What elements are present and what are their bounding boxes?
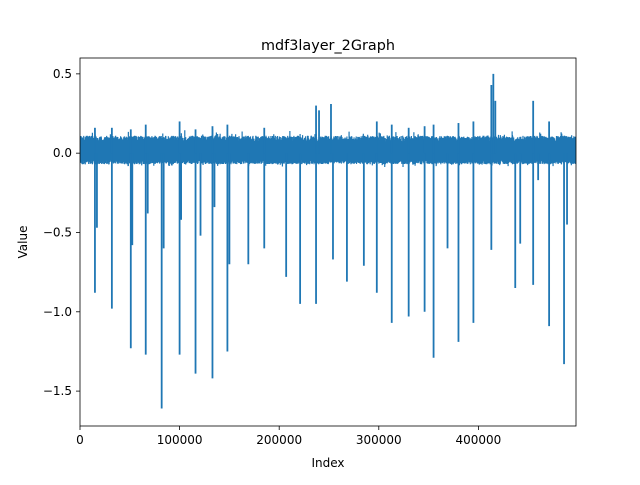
y-tick-label: −1.0	[43, 305, 72, 319]
noise-band	[80, 129, 576, 168]
x-axis-ticks: 0 100000 200000 300000 400000	[76, 426, 501, 447]
x-tick-label: 400000	[455, 433, 501, 447]
x-tick-label: 100000	[157, 433, 203, 447]
y-tick-label: −1.5	[43, 384, 72, 398]
y-tick-label: −0.5	[43, 225, 72, 239]
x-tick-label: 0	[76, 433, 84, 447]
chart-title: mdf3layer_2Graph	[261, 38, 395, 54]
x-tick-label: 200000	[256, 433, 302, 447]
x-axis-label: Index	[311, 456, 344, 470]
plot-frame	[79, 57, 577, 427]
y-tick-label: 0.5	[53, 67, 72, 81]
line-series	[80, 73, 576, 409]
x-tick-label: 300000	[356, 433, 402, 447]
y-axis-ticks: −1.5 −1.0 −0.5 0.0 0.5	[43, 67, 80, 398]
y-tick-label: 0.0	[53, 146, 72, 160]
y-axis-label: Value	[16, 226, 30, 259]
